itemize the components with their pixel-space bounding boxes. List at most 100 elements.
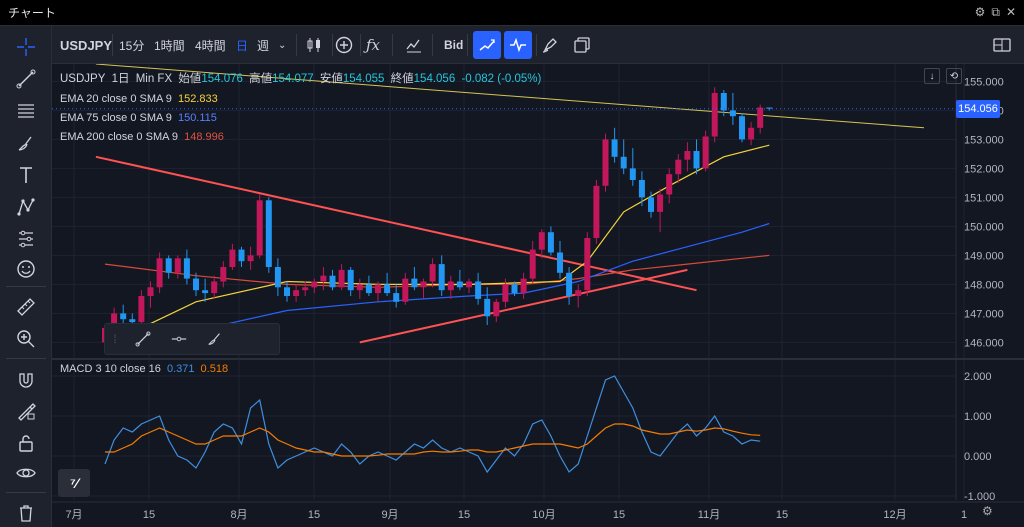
candle-body bbox=[438, 264, 445, 291]
ema75-legend[interactable]: EMA 75 close 0 SMA 9 150.115 bbox=[60, 112, 220, 124]
y-tick-label: 149.000 bbox=[964, 250, 1004, 262]
compare-add-icon[interactable] bbox=[334, 26, 354, 64]
interval-1w[interactable]: 週 bbox=[257, 38, 270, 53]
eye-icon[interactable] bbox=[8, 460, 44, 486]
low-label: 安値 bbox=[319, 73, 343, 85]
interval-dropdown-icon[interactable]: ⌄ bbox=[278, 39, 287, 51]
candle-body bbox=[675, 159, 682, 175]
candle-type-icon[interactable] bbox=[304, 26, 324, 64]
ema20-legend[interactable]: EMA 20 close 0 SMA 9 152.833 bbox=[60, 93, 221, 105]
ema200-label: EMA 200 close 0 SMA 9 bbox=[60, 131, 179, 143]
candle-body bbox=[420, 281, 427, 288]
candle-body bbox=[629, 168, 636, 180]
trend-toggle-icon[interactable] bbox=[473, 31, 501, 59]
open-value: 154.076 bbox=[201, 73, 243, 85]
prediction-icon[interactable] bbox=[8, 226, 44, 252]
indicator-template-icon[interactable] bbox=[404, 26, 424, 64]
candle-body bbox=[265, 200, 272, 267]
chart-area[interactable]: 155.000154.000153.000152.000151.000150.0… bbox=[52, 63, 1024, 527]
ema200-value: 148.996 bbox=[184, 131, 224, 143]
trendline-icon[interactable] bbox=[8, 66, 44, 92]
axis-settings-icon[interactable]: ⚙ bbox=[982, 504, 993, 518]
candle-body bbox=[165, 258, 172, 273]
close-value: 154.056 bbox=[413, 73, 456, 85]
candle-body bbox=[156, 258, 163, 288]
ema200-legend[interactable]: EMA 200 close 0 SMA 9 148.996 bbox=[60, 131, 227, 143]
interval-15m[interactable]: 15分 bbox=[119, 38, 145, 53]
candle-body bbox=[657, 194, 664, 212]
candle-body bbox=[566, 272, 573, 296]
candle-body bbox=[293, 290, 300, 296]
candle-body bbox=[211, 281, 218, 294]
pulse-toggle-icon[interactable] bbox=[504, 31, 532, 59]
trendline-2 bbox=[95, 63, 925, 129]
layout-icon[interactable] bbox=[992, 26, 1012, 64]
unlock-icon[interactable] bbox=[8, 430, 44, 456]
open-label: 始値 bbox=[178, 73, 202, 85]
candle-body bbox=[229, 249, 236, 267]
bid-button[interactable]: Bid bbox=[444, 38, 464, 52]
candle-body bbox=[502, 284, 509, 302]
candle-body bbox=[511, 284, 518, 294]
ema20-label: EMA 20 close 0 SMA 9 bbox=[60, 93, 172, 105]
candle-body bbox=[593, 185, 600, 238]
zoom-icon[interactable] bbox=[8, 326, 44, 352]
candle-body bbox=[120, 313, 127, 320]
indicators-icon[interactable]: ƒx bbox=[366, 36, 381, 54]
x-tick-label: 15 bbox=[458, 509, 470, 521]
interval-1h[interactable]: 1時間 bbox=[154, 38, 185, 53]
candle-body bbox=[611, 139, 618, 157]
ema20-line bbox=[104, 144, 770, 346]
mini-brush-icon[interactable] bbox=[197, 324, 233, 354]
mini-hline-icon[interactable] bbox=[161, 324, 197, 354]
candle-body bbox=[238, 249, 245, 262]
pattern-icon[interactable] bbox=[8, 194, 44, 220]
fibonacci-icon[interactable] bbox=[8, 98, 44, 124]
candle-body bbox=[356, 284, 363, 291]
macd-y-tick-label: 2.000 bbox=[964, 371, 992, 383]
candle-body bbox=[147, 287, 154, 296]
candle-body bbox=[256, 200, 263, 256]
close-icon[interactable]: ✕ bbox=[1005, 5, 1016, 19]
ema75-label: EMA 75 close 0 SMA 9 bbox=[60, 112, 172, 124]
x-tick-label: 8月 bbox=[230, 509, 247, 521]
copy-icon[interactable] bbox=[572, 26, 592, 64]
magnet-icon[interactable] bbox=[8, 368, 44, 394]
interval-1d[interactable]: 日 bbox=[236, 38, 249, 53]
candle-body bbox=[138, 296, 145, 323]
candle-body bbox=[284, 287, 290, 296]
candle-body bbox=[757, 107, 764, 128]
symbol-search[interactable]: USDJPY bbox=[60, 37, 113, 53]
settings-icon[interactable]: ⚙ bbox=[974, 5, 986, 19]
scroll-down-icon[interactable]: ↓ bbox=[924, 68, 940, 84]
brush-icon[interactable] bbox=[8, 130, 44, 156]
drag-handle-icon[interactable]: ⁞ bbox=[113, 332, 117, 346]
candle-body bbox=[111, 313, 118, 328]
candle-body bbox=[702, 136, 709, 169]
interval-4h[interactable]: 4時間 bbox=[195, 38, 226, 53]
x-tick-label: 15 bbox=[143, 509, 155, 521]
macd-legend[interactable]: MACD 3 10 close 16 0.371 0.518 bbox=[60, 363, 231, 375]
ruler-icon[interactable] bbox=[8, 294, 44, 320]
trendline-1 bbox=[359, 268, 688, 344]
reset-view-icon[interactable]: ⟲ bbox=[946, 68, 962, 84]
candle-body bbox=[538, 232, 545, 250]
lock-drawing-icon[interactable] bbox=[8, 398, 44, 424]
candle-body bbox=[220, 267, 227, 282]
signal-line bbox=[105, 423, 761, 457]
candle-body bbox=[302, 287, 309, 291]
popout-icon[interactable]: ⧉ bbox=[991, 5, 1000, 19]
chart-svg[interactable]: 155.000154.000153.000152.000151.000150.0… bbox=[52, 63, 1024, 527]
emoji-icon[interactable] bbox=[8, 256, 44, 282]
macd-y-tick-label: 0.000 bbox=[964, 451, 992, 463]
candle-body bbox=[620, 156, 627, 169]
text-icon[interactable] bbox=[8, 162, 44, 188]
legend-source: Min FX bbox=[135, 73, 173, 85]
candle-body bbox=[174, 258, 181, 273]
trash-icon[interactable] bbox=[8, 500, 44, 526]
x-tick-label: 12月 bbox=[883, 509, 906, 521]
crosshair-icon[interactable] bbox=[8, 34, 44, 60]
clear-brush-icon[interactable] bbox=[540, 26, 560, 64]
candle-body bbox=[520, 278, 527, 294]
mini-trendline-icon[interactable] bbox=[125, 324, 161, 354]
